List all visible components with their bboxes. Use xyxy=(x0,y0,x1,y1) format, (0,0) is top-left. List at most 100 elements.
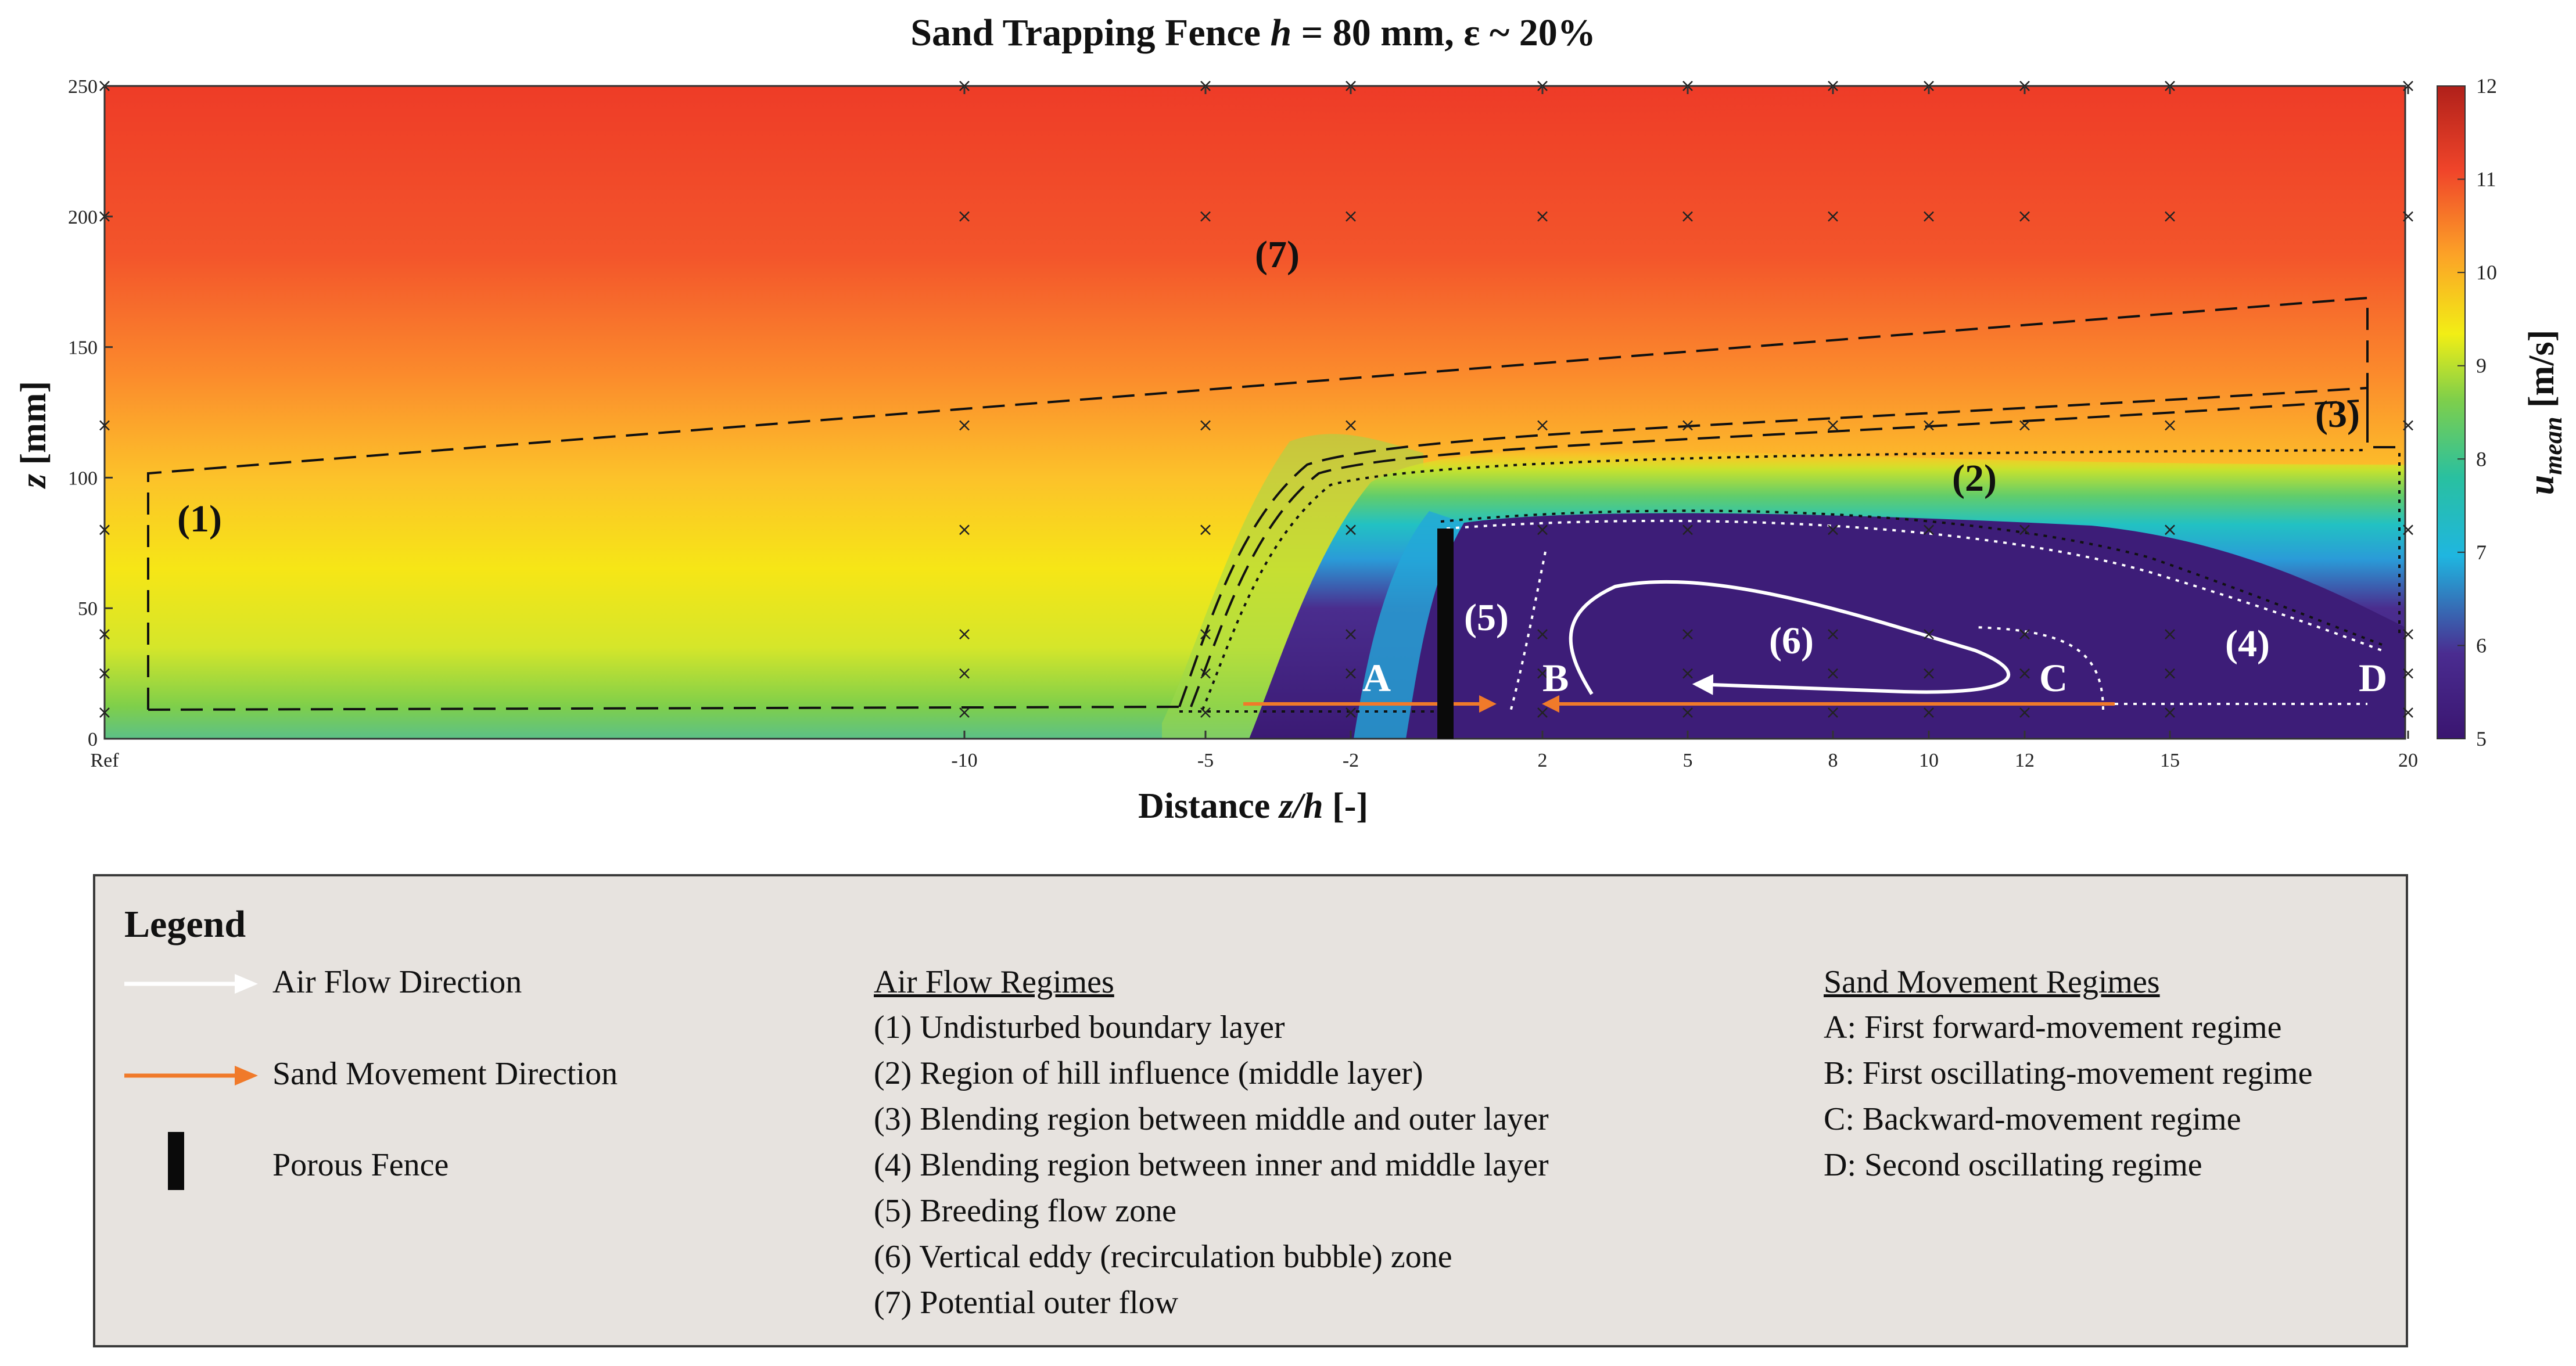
station-marker xyxy=(1924,420,1934,431)
regime-labels: (1) (2) (3) (4) (5) (6) (7) xyxy=(177,233,2360,665)
regime-label-5: (5) xyxy=(1464,596,1509,639)
regime-boundaries xyxy=(147,296,2405,713)
sand-label-d: D xyxy=(2359,656,2387,700)
station-marker xyxy=(2165,629,2175,640)
y-tick-label: 150 xyxy=(68,337,98,359)
station-marker xyxy=(2019,707,2030,718)
station-marker xyxy=(1828,629,1838,640)
station-marker xyxy=(1924,707,1934,718)
station-marker xyxy=(2403,707,2413,718)
colorbar-ticks: 5 6 7 8 9 10 11 12 xyxy=(2457,74,2497,750)
x-tick-label: Ref xyxy=(90,750,119,771)
station-marker xyxy=(99,707,110,718)
station-marker xyxy=(1537,707,1548,718)
station-marker xyxy=(1682,420,1693,431)
station-marker xyxy=(2403,211,2413,222)
y-tick-label: 250 xyxy=(68,76,98,98)
sand-label-c: C xyxy=(2039,656,2068,700)
station-marker xyxy=(2403,420,2413,431)
station-marker xyxy=(2019,668,2030,679)
eddy-loop xyxy=(1569,580,2011,695)
station-marker xyxy=(1537,668,1548,679)
station-marker xyxy=(2403,629,2413,640)
air-flow-regime-item: (1) Undisturbed boundary layer xyxy=(874,1009,1285,1045)
regime-label-3: (3) xyxy=(2315,393,2360,436)
x-tick-label: -5 xyxy=(1197,750,1214,771)
sand-regime-item: A: First forward-movement regime xyxy=(1824,1009,2282,1045)
regime-label-1: (1) xyxy=(177,498,222,540)
station-marker xyxy=(959,524,970,535)
air-flow-regime-item: (3) Blending region between middle and o… xyxy=(874,1101,1549,1137)
station-marker xyxy=(1346,707,1356,718)
station-marker xyxy=(2019,420,2030,431)
sand-regime-item: C: Backward-movement regime xyxy=(1824,1101,2241,1137)
x-axis-ticks: Ref -10 -5 -2 2 5 8 10 12 15 20 xyxy=(90,86,2418,771)
station-marker xyxy=(2019,211,2030,222)
station-marker xyxy=(1828,668,1838,679)
colorbar-tick-label: 6 xyxy=(2476,634,2487,657)
station-marker xyxy=(1924,211,1934,222)
station-marker xyxy=(1200,668,1211,679)
station-marker xyxy=(1828,420,1838,431)
x-tick-label: 8 xyxy=(1828,750,1838,771)
regime-label-7: (7) xyxy=(1255,233,1300,276)
station-marker xyxy=(1200,707,1211,718)
station-marker xyxy=(1346,211,1356,222)
station-marker xyxy=(99,420,110,431)
station-marker xyxy=(1346,629,1356,640)
regime-label-4: (4) xyxy=(2225,623,2270,665)
station-marker xyxy=(2165,420,2175,431)
colorbar xyxy=(2437,85,2466,739)
sand-label-b: B xyxy=(1542,656,1569,700)
station-marker xyxy=(1537,629,1548,640)
station-marker xyxy=(1924,629,1934,640)
station-marker xyxy=(2165,668,2175,679)
station-marker xyxy=(2403,524,2413,535)
plot-frame xyxy=(103,85,2406,740)
air-flow-regimes-heading: Air Flow Regimes xyxy=(874,964,1114,1000)
x-tick-label: 10 xyxy=(1919,750,1939,771)
station-marker xyxy=(1828,524,1838,535)
colorbar-tick-label: 11 xyxy=(2476,168,2496,191)
air-flow-regime-item: (6) Vertical eddy (recirculation bubble)… xyxy=(874,1239,1452,1275)
fence-symbol xyxy=(168,1132,184,1190)
y-tick-label: 0 xyxy=(88,729,98,750)
station-marker xyxy=(2019,524,2030,535)
station-marker xyxy=(1200,629,1211,640)
sand-regime-item: D: Second oscillating regime xyxy=(1824,1147,2202,1183)
regime-label-2: (2) xyxy=(1952,457,1997,499)
station-marker xyxy=(1346,668,1356,679)
station-marker xyxy=(1200,211,1211,222)
x-tick-label: 2 xyxy=(1538,750,1548,771)
x-axis-label: Distance z/h [-] xyxy=(1138,786,1368,826)
y-tick-label: 200 xyxy=(68,207,98,228)
contour-field xyxy=(105,86,2405,739)
station-marker xyxy=(1346,420,1356,431)
station-marker xyxy=(1682,629,1693,640)
station-marker xyxy=(959,420,970,431)
sand-movement-arrow-icon xyxy=(124,1066,258,1085)
station-marker xyxy=(1682,524,1693,535)
station-marker xyxy=(99,524,110,535)
air-flow-regime-item: (4) Blending region between inner and mi… xyxy=(874,1147,1549,1183)
air-flow-regime-item: (2) Region of hill influence (middle lay… xyxy=(874,1055,1423,1091)
station-marker xyxy=(1537,211,1548,222)
station-marker xyxy=(1828,211,1838,222)
air-flow-arrow-icon xyxy=(124,974,258,994)
station-marker xyxy=(99,629,110,640)
colorbar-label: umean [m/s] xyxy=(2522,330,2567,495)
station-marker xyxy=(1537,420,1548,431)
air-flow-regime-item: (5) Breeding flow zone xyxy=(874,1193,1176,1229)
x-tick-label: 12 xyxy=(2015,750,2035,771)
station-marker xyxy=(2165,524,2175,535)
legend-box: Legend Air Flow Direction Sand Movement … xyxy=(93,874,2408,1347)
station-marker xyxy=(959,668,970,679)
y-axis-ticks: 0 50 100 150 200 250 xyxy=(68,76,113,750)
sand-regime-item: B: First oscillating-movement regime xyxy=(1824,1055,2313,1091)
x-tick-label: 15 xyxy=(2160,750,2180,771)
station-marker xyxy=(1682,211,1693,222)
regime-label-6: (6) xyxy=(1769,620,1814,662)
station-marker xyxy=(99,668,110,679)
station-marker xyxy=(1346,524,1356,535)
y-tick-label: 100 xyxy=(68,468,98,489)
